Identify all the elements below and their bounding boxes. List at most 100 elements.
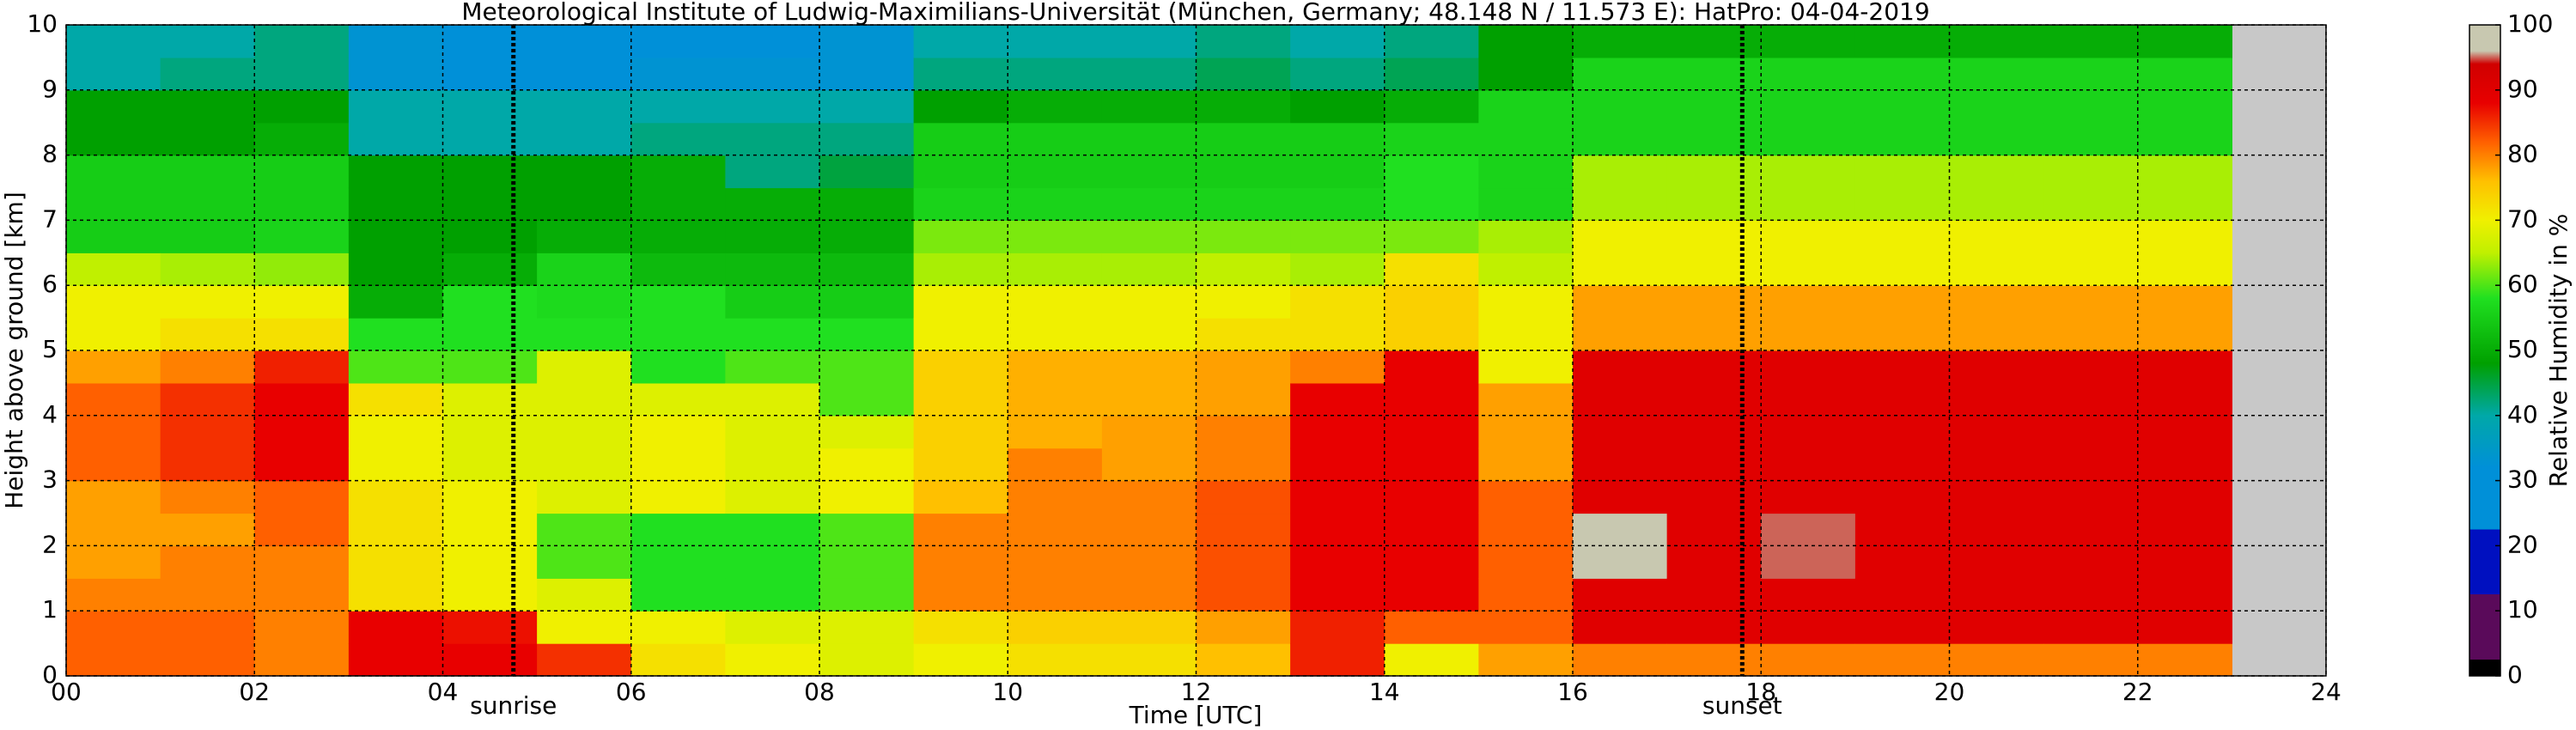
heatmap-cell: [1949, 643, 2044, 677]
heatmap-cell: [442, 252, 538, 286]
heatmap-cell: [1196, 285, 1291, 319]
heatmap-cell: [1478, 480, 1574, 514]
heatmap-cell: [1761, 220, 1856, 253]
x-tick-label: 06: [616, 678, 647, 706]
heatmap-cell: [348, 578, 444, 611]
heatmap-cell: [1666, 89, 1762, 124]
heatmap-cell: [66, 447, 161, 482]
heatmap-cell: [348, 220, 444, 253]
y-tick-label: 6: [42, 270, 58, 298]
heatmap-cell: [1008, 220, 1103, 253]
heatmap-cell: [1008, 25, 1103, 58]
heatmap-cell: [1290, 545, 1385, 579]
heatmap-cell: [1008, 252, 1103, 286]
heatmap-cell: [1290, 57, 1385, 91]
heatmap-cell: [630, 187, 726, 221]
heatmap-cell: [1101, 285, 1197, 319]
heatmap-cell: [2043, 611, 2139, 644]
heatmap-cell: [819, 252, 915, 286]
heatmap-cell: [66, 252, 161, 286]
heatmap-cell: [348, 122, 444, 156]
heatmap-cell: [2043, 480, 2139, 514]
heatmap-cell: [1101, 220, 1197, 253]
heatmap-cell: [725, 57, 820, 91]
heatmap-cell: [254, 611, 350, 644]
heatmap-cell: [537, 480, 632, 514]
heatmap-cell: [537, 285, 632, 319]
heatmap-cell: [1666, 578, 1762, 611]
heatmap-cell: [160, 415, 255, 449]
heatmap-cell: [1196, 350, 1291, 384]
x-tick-label: 12: [1181, 678, 1212, 706]
heatmap-cell: [1478, 318, 1574, 351]
y-axis-label: Height above ground [km]: [0, 192, 28, 509]
heatmap-cell: [254, 545, 350, 579]
heatmap-cell: [1290, 318, 1385, 351]
heatmap-cell: [1949, 57, 2044, 91]
heatmap-cell: [1101, 611, 1197, 644]
heatmap-cell: [1573, 155, 1668, 189]
heatmap-cell: [2043, 25, 2139, 58]
heatmap-cell: [66, 25, 161, 58]
heatmap-cell: [1573, 350, 1668, 384]
x-tick-label: 02: [239, 678, 270, 706]
heatmap-cell: [2043, 285, 2139, 319]
heatmap-cell: [1384, 252, 1479, 286]
heatmap-cell: [66, 578, 161, 611]
heatmap-cell: [1949, 89, 2044, 124]
heatmap-cell: [1008, 285, 1103, 319]
heatmap-cell: [1761, 545, 1856, 579]
heatmap-cell: [537, 447, 632, 482]
heatmap-cell: [1384, 220, 1479, 253]
heatmap-cell: [1666, 155, 1762, 189]
heatmap-cell: [819, 187, 915, 221]
heatmap-cell: [1290, 447, 1385, 482]
x-tick-label: 24: [2311, 678, 2342, 706]
heatmap-cell: [1008, 155, 1103, 189]
heatmap-cell: [725, 318, 820, 351]
heatmap-cell: [1290, 611, 1385, 644]
heatmap-cell: [1949, 122, 2044, 156]
heatmap-cell: [160, 611, 255, 644]
heatmap-cell: [725, 25, 820, 58]
heatmap-cell: [160, 89, 255, 124]
heatmap-cell: [254, 318, 350, 351]
heatmap-cell: [2137, 155, 2232, 189]
annotation-label: sunrise: [470, 691, 557, 720]
heatmap-cell: [1196, 155, 1291, 189]
heatmap-cell: [1949, 611, 2044, 644]
heatmap-cell: [1478, 382, 1574, 417]
heatmap-cell: [1008, 480, 1103, 514]
heatmap-cell: [819, 57, 915, 91]
colorbar-tick-label: 80: [2507, 140, 2538, 168]
heatmap-cell: [1761, 415, 1856, 449]
heatmap-cell: [725, 447, 820, 482]
heatmap-cell: [913, 25, 1008, 58]
colorbar-tick-label: 30: [2507, 465, 2538, 494]
heatmap-cell: [2137, 513, 2232, 546]
colorbar-tick-label: 100: [2507, 9, 2553, 38]
heatmap-cell: [442, 415, 538, 449]
heatmap-cell: [442, 155, 538, 189]
heatmap-cell: [1573, 252, 1668, 286]
heatmap-cell: [1854, 578, 1951, 611]
heatmap-cell: [1384, 89, 1479, 124]
heatmap-cell: [725, 578, 820, 611]
heatmap-cell: [1666, 252, 1762, 286]
heatmap-cell: [630, 447, 726, 482]
heatmap-cell: [1196, 220, 1291, 253]
x-tick-label: 14: [1369, 678, 1400, 706]
heatmap-cell: [160, 57, 255, 91]
heatmap-cell: [1573, 447, 1668, 482]
heatmap-cell: [2043, 578, 2139, 611]
heatmap-cell: [1384, 285, 1479, 319]
heatmap-cell: [1761, 252, 1856, 286]
heatmap-cell: [1573, 611, 1668, 644]
heatmap-cell: [1008, 545, 1103, 579]
heatmap-cell: [1196, 611, 1291, 644]
heatmap-cell: [1196, 57, 1291, 91]
heatmap-cell: [913, 611, 1008, 644]
heatmap-cell: [1290, 643, 1385, 677]
heatmap-cell: [1384, 447, 1479, 482]
